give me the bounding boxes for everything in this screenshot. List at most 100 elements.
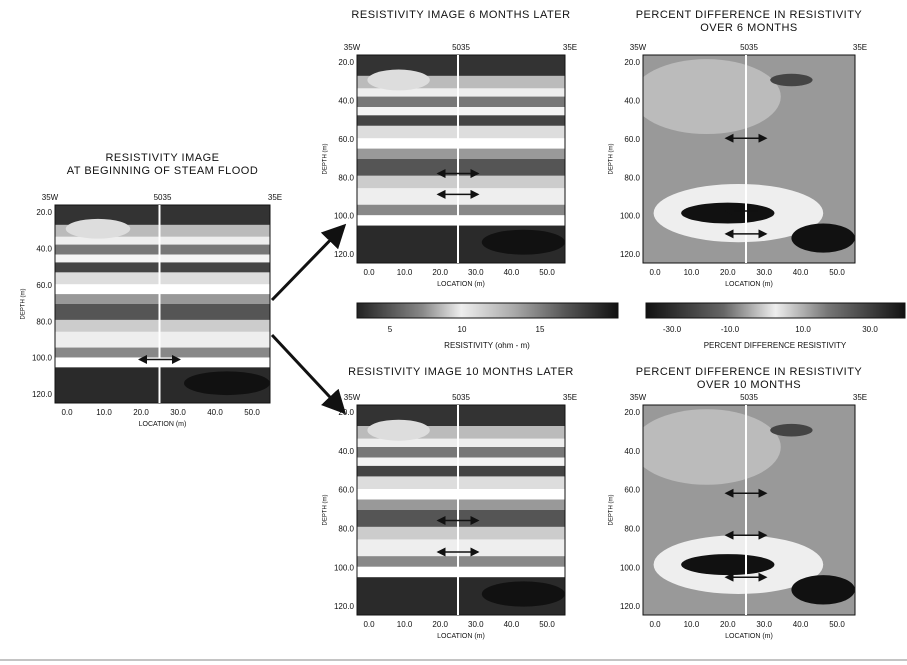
- panel-title: OVER 10 MONTHS: [697, 379, 801, 391]
- band: [357, 476, 565, 490]
- panel-title: PERCENT DIFFERENCE IN RESISTIVITY: [636, 9, 863, 21]
- well-label: 5035: [154, 193, 172, 202]
- y-tick-label: 100.0: [620, 563, 641, 572]
- y-tick-label: 20.0: [624, 58, 640, 67]
- x-tick-label: 50.0: [829, 620, 845, 629]
- y-tick-label: 40.0: [338, 447, 354, 456]
- y-tick-label: 80.0: [338, 173, 354, 182]
- y-axis-label: DEPTH (m): [21, 289, 27, 320]
- x-tick-label: 10.0: [397, 268, 413, 277]
- band: [357, 458, 565, 467]
- blob: [367, 70, 429, 91]
- band: [357, 556, 565, 568]
- x-axis-label: LOCATION (m): [725, 281, 773, 288]
- x-tick-label: 40.0: [793, 620, 809, 629]
- x-tick-label: 20.0: [133, 408, 149, 417]
- figure: RESISTIVITY IMAGEAT BEGINNING OF STEAM F…: [0, 0, 907, 665]
- band: [357, 510, 565, 528]
- colorbar-tick-label: -10.0: [721, 325, 740, 334]
- blob: [681, 203, 774, 224]
- blob: [770, 74, 812, 86]
- y-tick-label: 40.0: [36, 245, 52, 254]
- panel-title: OVER 6 MONTHS: [700, 22, 798, 34]
- band: [55, 304, 270, 321]
- blob: [184, 371, 270, 395]
- image: [357, 55, 565, 264]
- y-axis-label: DEPTH (m): [609, 495, 615, 526]
- well-label: 35W: [42, 193, 59, 202]
- blob: [367, 420, 429, 441]
- band: [357, 567, 565, 579]
- y-tick-label: 20.0: [338, 408, 354, 417]
- band: [357, 500, 565, 512]
- y-tick-label: 100.0: [334, 212, 355, 221]
- y-axis-label: DEPTH (m): [323, 144, 329, 175]
- well-label: 35E: [563, 43, 577, 52]
- x-tick-label: 50.0: [539, 268, 555, 277]
- well-label: 35E: [268, 193, 282, 202]
- well-label: 35W: [344, 393, 361, 402]
- y-axis-label: DEPTH (m): [323, 495, 329, 526]
- well-label: 5035: [452, 43, 470, 52]
- x-tick-label: 0.0: [649, 620, 661, 629]
- y-tick-label: 60.0: [36, 281, 52, 290]
- x-tick-label: 20.0: [432, 620, 448, 629]
- x-tick-label: 50.0: [829, 268, 845, 277]
- x-axis-label: LOCATION (m): [437, 633, 485, 640]
- band: [357, 126, 565, 139]
- y-tick-label: 120.0: [620, 250, 641, 259]
- x-tick-label: 20.0: [720, 268, 736, 277]
- well-label: 35E: [563, 393, 577, 402]
- band: [357, 489, 565, 501]
- band: [357, 215, 565, 226]
- colorbar-tick-label: -30.0: [663, 325, 682, 334]
- band: [357, 466, 565, 478]
- x-tick-label: 0.0: [363, 620, 375, 629]
- band: [357, 97, 565, 108]
- image: [632, 55, 855, 263]
- well-label: 5035: [740, 43, 758, 52]
- y-tick-label: 20.0: [36, 208, 52, 217]
- y-tick-label: 20.0: [338, 58, 354, 67]
- band: [55, 320, 270, 333]
- blob: [66, 219, 131, 239]
- blob: [482, 230, 565, 255]
- y-axis-label: DEPTH (m): [609, 144, 615, 175]
- image: [55, 205, 270, 404]
- well-label: 35W: [630, 393, 647, 402]
- x-tick-label: 10.0: [397, 620, 413, 629]
- colorbar-tick-label: 10.0: [795, 325, 811, 334]
- band: [357, 447, 565, 459]
- x-tick-label: 20.0: [720, 620, 736, 629]
- blob: [632, 59, 780, 134]
- blob: [681, 554, 774, 575]
- x-tick-label: 30.0: [468, 620, 484, 629]
- band: [357, 188, 565, 206]
- band: [357, 107, 565, 116]
- band: [55, 294, 270, 305]
- y-tick-label: 60.0: [338, 486, 354, 495]
- y-tick-label: 100.0: [620, 212, 641, 221]
- y-tick-label: 40.0: [624, 97, 640, 106]
- x-tick-label: 30.0: [170, 408, 186, 417]
- x-axis-label: LOCATION (m): [725, 633, 773, 640]
- y-tick-label: 60.0: [624, 486, 640, 495]
- panel-title: AT BEGINNING OF STEAM FLOOD: [67, 165, 259, 177]
- y-tick-label: 80.0: [624, 173, 640, 182]
- colorbar-tick-label: 5: [388, 325, 393, 334]
- blob: [791, 223, 855, 252]
- panel-title: RESISTIVITY IMAGE 10 MONTHS LATER: [348, 366, 574, 378]
- x-tick-label: 40.0: [793, 268, 809, 277]
- x-tick-label: 40.0: [504, 268, 520, 277]
- x-axis-label: LOCATION (m): [139, 421, 187, 428]
- y-tick-label: 120.0: [334, 250, 355, 259]
- x-axis-label: LOCATION (m): [437, 281, 485, 288]
- colorbar-label: PERCENT DIFFERENCE RESISTIVITY: [704, 341, 847, 350]
- x-tick-label: 10.0: [96, 408, 112, 417]
- blob: [632, 409, 780, 485]
- band: [55, 332, 270, 349]
- band: [357, 527, 565, 541]
- band: [55, 348, 270, 359]
- x-tick-label: 0.0: [61, 408, 73, 417]
- y-tick-label: 60.0: [624, 135, 640, 144]
